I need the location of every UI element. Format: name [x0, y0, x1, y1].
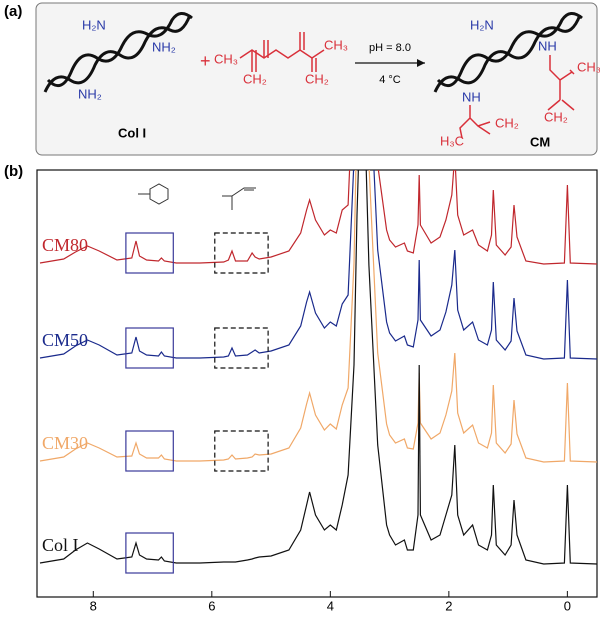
chem-label: H₂N: [470, 17, 494, 32]
chem-label: CH₂: [305, 71, 329, 86]
x-tick-label: 8: [90, 598, 97, 613]
chem-label: CH₂: [495, 115, 519, 130]
spectrum: [39, 170, 597, 565]
vinyl-icon: [222, 187, 256, 210]
peak-box: [125, 327, 174, 369]
helix-2: [433, 12, 583, 93]
chem-name: Col I: [118, 125, 146, 140]
x-tick-label: 4: [327, 598, 334, 613]
condition: pH = 8.0: [369, 42, 411, 54]
spectrum: [39, 170, 597, 360]
chem-name: CM: [530, 134, 550, 149]
panel-label: (b): [4, 163, 23, 180]
chem-label: CH₃: [324, 37, 348, 52]
anhydride: [239, 32, 325, 72]
chem-label: CH₃: [214, 51, 238, 66]
chem-label: NH₂: [152, 39, 176, 54]
peak-box: [125, 232, 174, 274]
x-tick-label: 0: [564, 598, 571, 613]
chem-label: CH₂: [243, 71, 267, 86]
arrow-head: [417, 59, 425, 67]
condition: 4 °C: [379, 74, 401, 86]
x-tick-label: 6: [208, 598, 215, 613]
series-label: CM80: [42, 235, 88, 255]
series-label: CM30: [42, 433, 88, 453]
acyl-groups: [459, 55, 575, 139]
plus: +: [200, 51, 211, 71]
scheme-box: [35, 2, 598, 156]
chem-label: CH₃: [577, 59, 600, 74]
chem-label: H₃C: [440, 133, 464, 148]
aromatic-icon: [138, 183, 169, 205]
peak-box: [214, 232, 269, 274]
chem-label: CH₂: [544, 109, 568, 124]
chem-label: NH: [538, 38, 557, 53]
chem-label: NH: [462, 89, 481, 104]
peak-box: [125, 430, 174, 472]
plot-area: [39, 170, 597, 565]
x-tick-label: 2: [445, 598, 452, 613]
chem-label: H₂N: [82, 17, 106, 32]
peak-box: [125, 532, 174, 574]
series-label: Col I: [42, 535, 79, 555]
panel-label: (a): [4, 3, 22, 20]
peak-box: [214, 430, 269, 472]
plot-frame: [36, 169, 598, 598]
spectrum: [39, 170, 597, 265]
helix-1: [43, 12, 193, 93]
chem-label: NH₂: [78, 86, 102, 101]
peak-box: [214, 327, 269, 369]
series-label: CM50: [42, 330, 88, 350]
spectrum: [39, 170, 597, 463]
